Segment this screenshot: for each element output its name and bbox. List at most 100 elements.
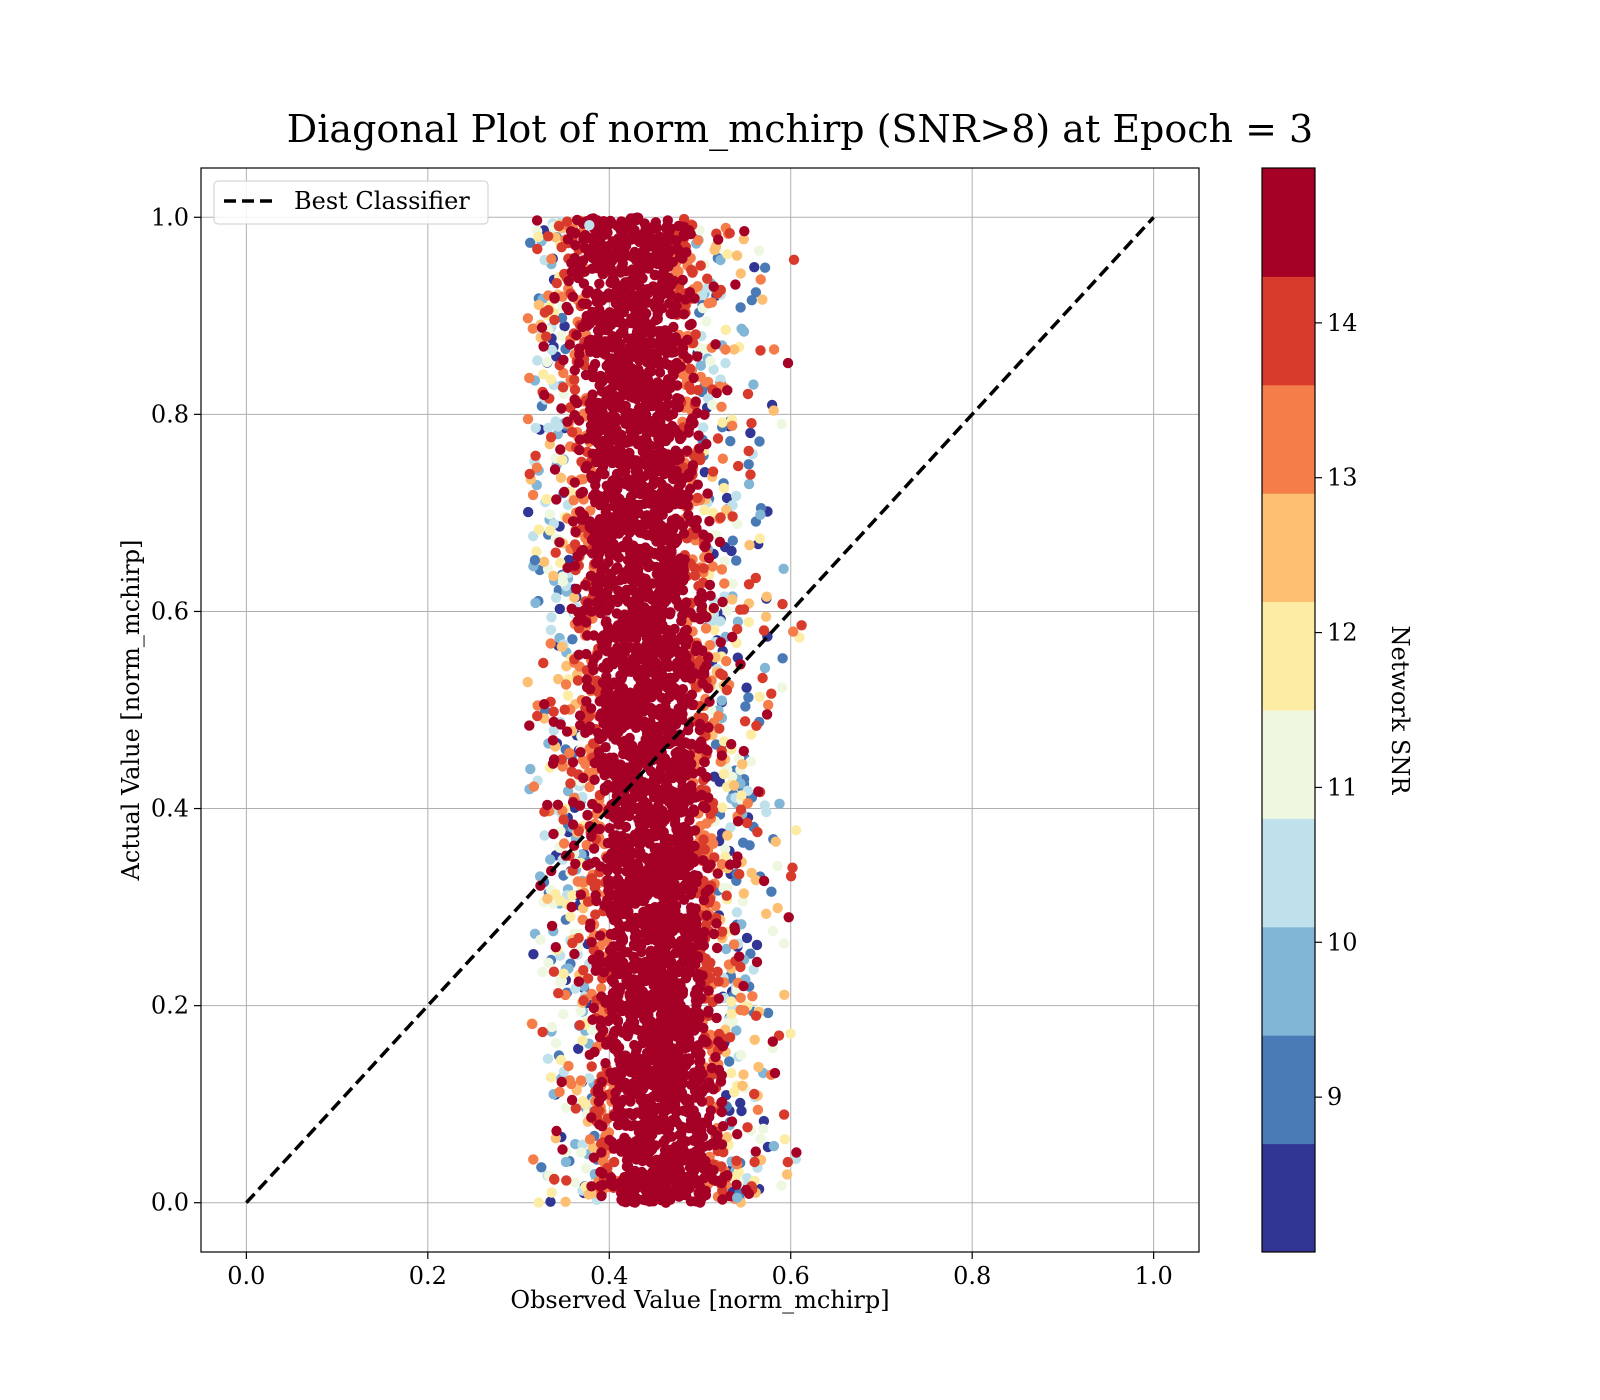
scatter-point xyxy=(726,996,737,1007)
scatter-point xyxy=(574,506,586,517)
scatter-point xyxy=(639,498,650,509)
scatter-point xyxy=(598,967,609,978)
scatter-point xyxy=(727,631,738,643)
scatter-point xyxy=(757,672,768,684)
scatter-point xyxy=(781,1169,793,1180)
scatter-point xyxy=(585,918,596,929)
scatter-point xyxy=(729,1086,740,1098)
scatter-point xyxy=(726,1067,737,1079)
scatter-point xyxy=(735,268,746,279)
scatter-point xyxy=(538,556,550,567)
scatter-point xyxy=(570,228,581,239)
scatter-point xyxy=(536,1162,547,1173)
scatter-point xyxy=(637,919,649,930)
scatter-point xyxy=(693,1040,704,1051)
scatter-point xyxy=(719,578,730,589)
scatter-point xyxy=(671,533,683,544)
scatter-point xyxy=(657,303,668,314)
scatter-point xyxy=(587,389,598,400)
scatter-point xyxy=(576,514,587,525)
scatter-point xyxy=(700,744,711,755)
scatter-point xyxy=(543,231,554,242)
scatter-point xyxy=(668,303,679,314)
scatter-point xyxy=(693,430,704,441)
scatter-point xyxy=(758,1115,770,1127)
scatter-point xyxy=(627,1110,639,1121)
scatter-point xyxy=(550,592,562,603)
scatter-point xyxy=(644,545,655,557)
scatter-point xyxy=(671,235,682,246)
scatter-point xyxy=(536,322,548,333)
scatter-point xyxy=(759,800,770,811)
scatter-point xyxy=(752,1104,764,1116)
scatter-point xyxy=(689,1025,700,1036)
scatter-point xyxy=(570,1103,581,1114)
scatter-point xyxy=(648,820,659,831)
scatter-point xyxy=(716,1070,727,1081)
scatter-point xyxy=(664,648,675,660)
scatter-point xyxy=(647,1050,658,1062)
scatter-point xyxy=(647,222,658,233)
scatter-point xyxy=(772,860,783,872)
scatter-point xyxy=(642,469,654,480)
scatter-point xyxy=(606,848,617,859)
scatter-point xyxy=(583,335,595,346)
scatter-point xyxy=(716,401,727,412)
scatter-point xyxy=(653,974,665,985)
scatter-point xyxy=(558,354,569,366)
scatter-point xyxy=(738,326,750,337)
scatter-point xyxy=(735,804,747,815)
scatter-point xyxy=(668,975,679,986)
scatter-point xyxy=(589,774,600,785)
scatter-point xyxy=(732,616,744,627)
scatter-point xyxy=(557,576,569,587)
scatter-point xyxy=(754,691,765,702)
scatter-point xyxy=(724,228,735,239)
scatter-point xyxy=(704,1111,715,1123)
scatter-point xyxy=(730,279,741,290)
scatter-point xyxy=(614,1119,625,1131)
scatter-point xyxy=(755,274,766,285)
scatter-point xyxy=(648,398,659,409)
scatter-point xyxy=(767,1036,778,1047)
scatter-point xyxy=(703,552,715,564)
scatter-point xyxy=(705,957,716,968)
scatter-point xyxy=(686,673,697,684)
scatter-point xyxy=(650,844,661,855)
scatter-point xyxy=(617,957,629,968)
scatter-point xyxy=(663,261,674,272)
scatter-point xyxy=(778,563,789,574)
scatter-point xyxy=(701,316,712,327)
scatter-point xyxy=(708,928,720,940)
scatter-point xyxy=(545,1196,556,1207)
scatter-point xyxy=(544,525,556,536)
scatter-point xyxy=(635,851,647,863)
scatter-point xyxy=(625,1065,636,1076)
scatter-point xyxy=(647,513,658,524)
scatter-point xyxy=(688,372,699,384)
scatter-point xyxy=(642,529,653,541)
scatter-point xyxy=(633,664,644,676)
scatter-point xyxy=(684,872,696,883)
scatter-point xyxy=(545,624,557,636)
scatter-point xyxy=(554,1086,565,1098)
scatter-point xyxy=(586,425,597,437)
scatter-point xyxy=(747,991,758,1002)
scatter-point xyxy=(691,515,702,526)
scatter-point xyxy=(554,537,565,548)
scatter-point xyxy=(582,896,594,907)
scatter-point xyxy=(639,1062,650,1073)
scatter-point xyxy=(692,281,703,292)
scatter-point xyxy=(725,822,736,833)
scatter-point xyxy=(542,1053,554,1065)
scatter-point xyxy=(590,909,601,920)
scatter-point xyxy=(711,1012,722,1024)
scatter-point xyxy=(750,287,762,298)
scatter-point xyxy=(612,296,624,307)
scatter-point xyxy=(746,418,757,429)
scatter-point xyxy=(778,1109,790,1120)
scatter-point xyxy=(556,242,567,253)
scatter-point xyxy=(532,243,543,255)
scatter-point xyxy=(753,1061,764,1073)
scatter-point xyxy=(591,371,602,383)
